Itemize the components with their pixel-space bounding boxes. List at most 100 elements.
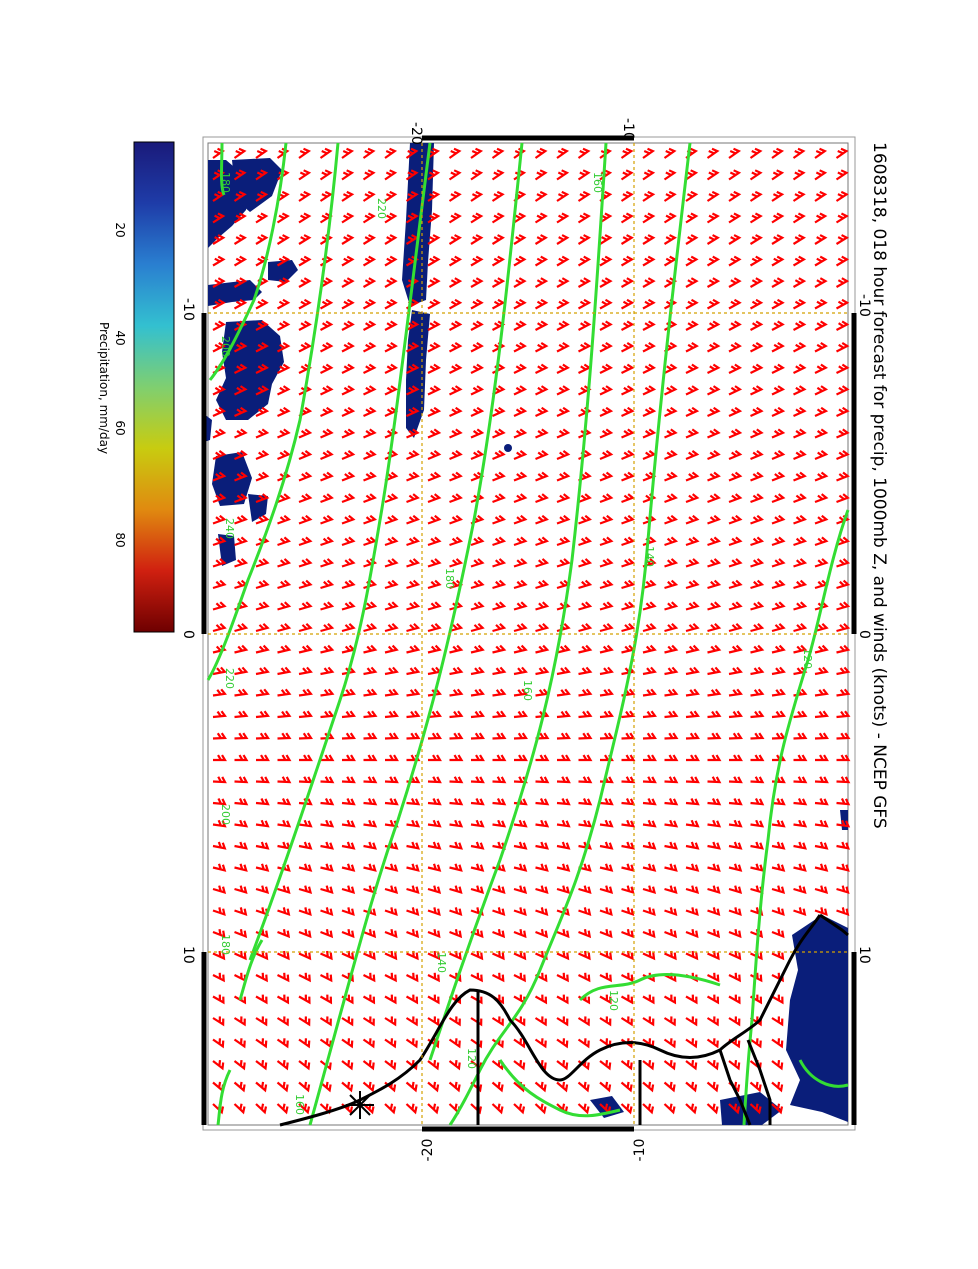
- wind-barb: [728, 406, 743, 418]
- wind-barb: [384, 928, 398, 939]
- wind-barb: [728, 471, 743, 482]
- wind-barb: [599, 536, 614, 547]
- wind-barb: [363, 342, 377, 353]
- wind-barb: [535, 514, 549, 525]
- wind-barb: [771, 493, 786, 504]
- wind-barb: [320, 363, 334, 374]
- wind-barb: [534, 190, 548, 202]
- wind-barb: [234, 644, 249, 654]
- wind-barb: [362, 1081, 375, 1093]
- wind-barb: [234, 342, 248, 353]
- wind-barb: [405, 1103, 418, 1115]
- wind-barb: [277, 342, 291, 353]
- wind-barb: [362, 298, 377, 310]
- wind-barb: [642, 885, 657, 894]
- wind-barb: [599, 579, 614, 590]
- wind-barb: [492, 950, 505, 961]
- wind-barb: [664, 666, 679, 676]
- wind-barb: [406, 450, 420, 461]
- wind-barb: [749, 212, 763, 224]
- wind-barb: [707, 493, 721, 504]
- wind-barb: [599, 298, 613, 310]
- wind-barb: [233, 1081, 246, 1093]
- wind-barb: [793, 644, 808, 654]
- wind-barb: [577, 147, 591, 159]
- wind-barb: [384, 169, 398, 181]
- wind-barb: [363, 754, 378, 762]
- wind-barb: [513, 450, 528, 461]
- wind-barb: [427, 710, 442, 719]
- wind-barb: [685, 536, 700, 547]
- wind-barb: [470, 710, 485, 719]
- wind-barb: [298, 471, 313, 482]
- wind-barb: [814, 298, 828, 310]
- wind-barb: [750, 644, 765, 654]
- wind-barb: [298, 732, 313, 740]
- wind-barb: [492, 710, 507, 719]
- wind-barb: [621, 385, 635, 396]
- wind-barb: [836, 406, 850, 418]
- wind-barb: [728, 644, 743, 654]
- wind-barb: [427, 363, 442, 374]
- wind-barb: [556, 798, 571, 806]
- wind-barb: [578, 342, 592, 353]
- wind-barb: [449, 885, 463, 894]
- wind-barb: [320, 972, 333, 983]
- wind-barb: [448, 212, 462, 224]
- wind-barb: [406, 710, 421, 719]
- wind-barb: [836, 666, 851, 676]
- wind-barb: [750, 688, 765, 697]
- wind-barb: [513, 212, 527, 224]
- wind-barb: [470, 234, 484, 245]
- wind-barb: [836, 536, 851, 547]
- wind-barb: [836, 385, 850, 396]
- wind-barb: [836, 428, 850, 439]
- wind-barb: [298, 623, 313, 633]
- wind-barb: [836, 798, 851, 806]
- colorbar-tick-20: 20: [113, 222, 127, 237]
- wind-barb: [470, 558, 485, 568]
- wind-barb: [234, 536, 249, 547]
- wind-barb: [363, 928, 377, 939]
- wind-barb: [492, 644, 507, 654]
- wind-barb: [599, 732, 614, 740]
- wind-barb: [363, 666, 378, 676]
- wind-barb: [556, 212, 570, 224]
- wind-barb: [814, 190, 828, 202]
- wind-barb: [771, 819, 786, 828]
- height-contours: [206, 142, 850, 1126]
- wind-barb: [728, 1059, 741, 1071]
- wind-barb: [277, 406, 291, 418]
- wind-barb: [792, 147, 806, 159]
- wind-barb: [664, 798, 679, 806]
- wind-barb: [470, 754, 485, 762]
- wind-barb: [363, 732, 378, 740]
- wind-barb: [491, 212, 505, 224]
- wind-barb: [384, 994, 397, 1005]
- wind-barb: [298, 994, 311, 1005]
- colorbar-tick-80: 80: [113, 532, 127, 547]
- wind-barb: [621, 536, 636, 547]
- map-gridlines: [208, 143, 848, 1125]
- wind-barb: [513, 579, 528, 590]
- wind-barb: [233, 1059, 246, 1071]
- wind-barb: [750, 754, 765, 762]
- wind-barb: [535, 558, 550, 568]
- wind-barb: [212, 212, 226, 224]
- wind-barb: [363, 601, 378, 611]
- wind-barb: [233, 234, 247, 245]
- wind-barb: [212, 493, 227, 504]
- wind-barb: [599, 623, 614, 633]
- wind-barb: [277, 732, 292, 740]
- wind-barb: [577, 320, 592, 331]
- wind-barb: [234, 732, 249, 740]
- wind-barb: [448, 147, 462, 159]
- wind-barb: [363, 363, 377, 374]
- wind-barb: [491, 298, 506, 310]
- wind-barb: [620, 169, 634, 181]
- wind-barb: [599, 928, 613, 939]
- wind-barb: [491, 234, 505, 245]
- wind-barb: [234, 798, 249, 806]
- wind-barb: [578, 666, 593, 676]
- left-tick-label: 10: [180, 946, 196, 964]
